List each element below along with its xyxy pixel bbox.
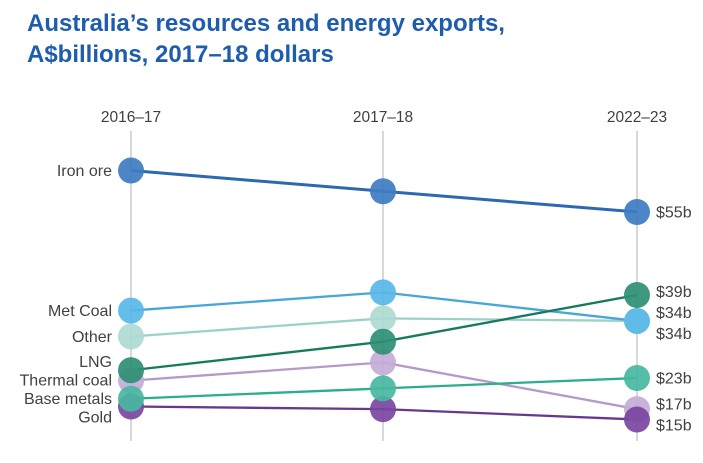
value-label-met-coal: $34b [656,305,692,322]
value-label-iron-ore: $55b [656,205,692,222]
dot-iron-ore-2022-23 [624,199,650,225]
column-header-2017-18: 2017–18 [353,109,413,126]
value-label-lng: $39b [656,284,692,301]
dot-met-coal-2017-18 [370,279,396,306]
dot-other-2016-17 [118,323,144,350]
column-header-2016-17: 2016–17 [101,109,161,126]
category-label-other: Other [72,329,113,346]
chart-title: Australia’s resources and energy exports… [27,8,505,70]
category-label-gold: Gold [78,409,112,426]
dot-other-2017-18 [370,305,396,332]
chart-title-line1: Australia’s resources and energy exports… [27,10,505,37]
category-label-iron-ore: Iron ore [57,163,112,180]
category-label-thermal-coal: Thermal coal [20,372,112,389]
dot-lng-2017-18 [370,328,396,355]
chart-title-line2: A$billions, 2017–18 dollars [27,41,334,68]
dot-base-metals-2017-18 [370,375,396,402]
dot-base-metals-2022-23 [624,365,650,391]
dot-lng-2022-23 [624,282,650,308]
category-label-met-coal: Met Coal [48,303,112,320]
value-label-other: $34b [656,326,692,343]
value-label-base-metals: $23b [656,371,692,388]
value-label-thermal-coal: $17b [656,396,692,413]
dot-iron-ore-2016-17 [118,157,144,184]
dot-thermal-coal-2017-18 [370,349,396,376]
category-label-base-metals: Base metals [24,391,112,408]
dot-iron-ore-2017-18 [370,178,396,205]
dot-base-metals-2016-17 [118,385,144,412]
dot-gold-2017-18 [370,396,396,423]
category-label-lng: LNG [79,354,112,371]
dot-lng-2016-17 [118,357,144,384]
dot-met-coal-2022-23 [624,307,650,334]
dot-gold-2022-23 [624,406,650,433]
value-label-gold: $15b [656,417,692,434]
column-header-2022-23: 2022–23 [607,109,667,126]
dot-met-coal-2016-17 [118,297,144,324]
